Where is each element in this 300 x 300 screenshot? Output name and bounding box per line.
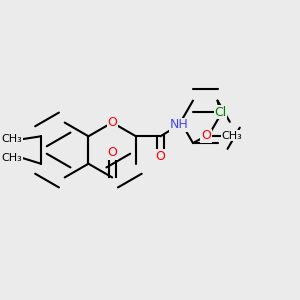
Text: CH₃: CH₃ — [2, 153, 22, 163]
Text: CH₃: CH₃ — [222, 131, 243, 141]
Text: CH₃: CH₃ — [2, 134, 22, 144]
Text: O: O — [107, 146, 117, 159]
Text: O: O — [156, 150, 165, 163]
Text: O: O — [201, 129, 211, 142]
Text: NH: NH — [170, 118, 189, 131]
Text: O: O — [107, 116, 117, 129]
Text: Cl: Cl — [214, 106, 226, 118]
